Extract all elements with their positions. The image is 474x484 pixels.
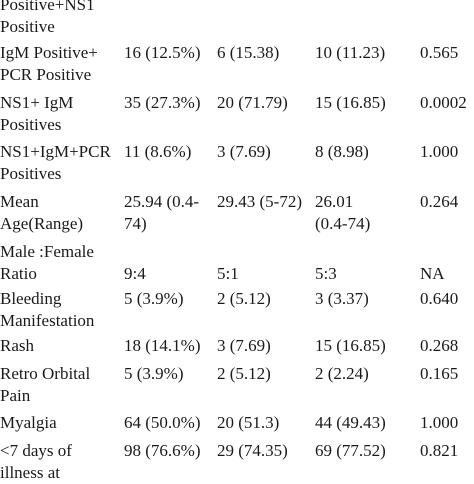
p-value: NA xyxy=(420,264,445,283)
row-label: Male :Female Ratio xyxy=(0,242,94,283)
group1-value: 3 (7.69) xyxy=(217,336,271,355)
row-label: Positive+NS1 Positive xyxy=(0,0,95,36)
total-value: 9:4 xyxy=(124,264,146,283)
group1-value: 2 (5.12) xyxy=(217,364,271,383)
row-label: Mean Age(Range) xyxy=(0,192,84,233)
group1-value: 2 (5.12) xyxy=(217,289,271,308)
group2-value: 2 (2.24) xyxy=(315,364,369,383)
group2-value: 69 (77.52) xyxy=(315,441,386,460)
group2-value: 10 (11.23) xyxy=(315,43,386,62)
group1-value: 29 (74.35) xyxy=(217,441,288,460)
group1-value: 6 (15.38) xyxy=(217,43,280,62)
p-value: 0.0002 xyxy=(420,93,467,112)
p-value: 0.268 xyxy=(420,336,459,355)
row-label: NS1+ IgM Positives xyxy=(0,93,74,134)
total-value: 25.94 (0.4- 74) xyxy=(124,192,200,233)
group1-value: 20 (51.3) xyxy=(217,413,280,432)
total-value: 18 (14.1%) xyxy=(124,336,201,355)
group1-value: 20 (71.79) xyxy=(217,93,288,112)
row-label: IgM Positive+ PCR Positive xyxy=(0,43,98,84)
p-value: 0.264 xyxy=(420,192,459,211)
group1-value: 3 (7.69) xyxy=(217,142,271,161)
total-value: 35 (27.3%) xyxy=(124,93,201,112)
row-label: Retro Orbital Pain xyxy=(0,364,91,405)
group2-value: 3 (3.37) xyxy=(315,289,369,308)
group2-value: 5:3 xyxy=(315,264,337,283)
group1-value: 5:1 xyxy=(217,264,239,283)
p-value: 0.565 xyxy=(420,43,459,62)
p-value: 1.000 xyxy=(420,142,459,161)
p-value: 0.165 xyxy=(420,364,459,383)
total-value: 64 (50.0%) xyxy=(124,413,201,432)
row-label: NS1+IgM+PCR Positives xyxy=(0,142,111,183)
group2-value: 15 (16.85) xyxy=(315,93,386,112)
p-value: 1.000 xyxy=(420,413,459,432)
group2-value: 26.01 (0.4-74) xyxy=(315,192,371,233)
group2-value: 15 (16.85) xyxy=(315,336,386,355)
row-label: Bleeding Manifestation xyxy=(0,289,95,330)
total-value: 16 (12.5%) xyxy=(124,43,201,62)
row-label: <7 days of illness at xyxy=(0,441,72,482)
group2-value: 44 (49.43) xyxy=(315,413,386,432)
p-value: 0.640 xyxy=(420,289,459,308)
total-value: 11 (8.6%) xyxy=(124,142,192,161)
group1-value: 29.43 (5-72) xyxy=(217,192,302,211)
total-value: 5 (3.9%) xyxy=(124,289,184,308)
group2-value: 8 (8.98) xyxy=(315,142,369,161)
total-value: 98 (76.6%) xyxy=(124,441,201,460)
row-label: Rash xyxy=(0,336,34,355)
p-value: 0.821 xyxy=(420,441,459,460)
row-label: Myalgia xyxy=(0,413,57,432)
total-value: 5 (3.9%) xyxy=(124,364,184,383)
